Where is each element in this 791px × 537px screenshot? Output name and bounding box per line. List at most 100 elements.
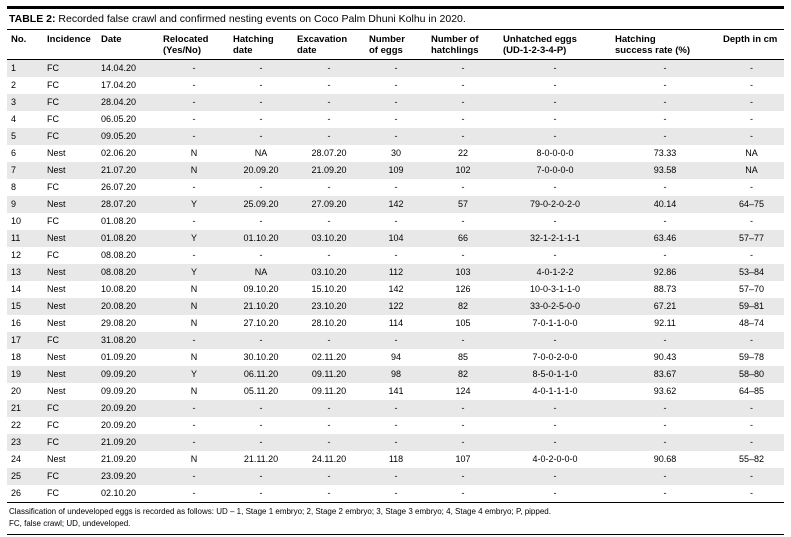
table-cell: - <box>553 437 557 447</box>
table-cell: 55–82 <box>738 454 765 464</box>
table-cell: 82 <box>457 301 468 311</box>
table-cell: 10-0-3-1-1-0 <box>529 284 581 294</box>
column-header: Number of hatchlings <box>427 30 499 60</box>
table-row: 20 Nest 09.09.20 N 05.11.20 09.11.20 141 124 4-0… <box>7 383 784 400</box>
table-cell: - <box>394 471 398 481</box>
table-cell: FC <box>43 485 97 503</box>
table-cell: Y <box>190 267 197 277</box>
table-cell: 40.14 <box>653 199 677 209</box>
table-cell: - <box>553 216 557 226</box>
table-row: 24 Nest 21.09.20 N 21.11.20 24.11.20 118 107 4-0… <box>7 451 784 468</box>
table-cell: - <box>259 80 263 90</box>
table-cell: - <box>293 485 365 503</box>
table-cell: - <box>663 97 667 107</box>
table-row: 18 Nest 01.09.20 N 30.10.20 02.11.20 94 85 7-0-0… <box>7 349 784 366</box>
table-cell: - <box>663 63 667 73</box>
table-cell: FC <box>47 420 59 430</box>
table-cell: - <box>394 182 398 192</box>
table-cell: 23.10.20 <box>311 301 347 311</box>
table-cell: - <box>750 80 753 90</box>
table-cell: 64–85 <box>738 386 765 396</box>
table-cell: 4 <box>11 114 17 124</box>
table-cell: - <box>750 471 753 481</box>
table-cell: - <box>394 80 398 90</box>
table-cell: 88.73 <box>653 284 677 294</box>
footnotes: Classification of undeveloped eggs is re… <box>7 503 784 535</box>
table-cell: - <box>750 131 753 141</box>
table-cell: 32-1-2-1-1-1 <box>529 233 581 243</box>
table-row: 17 FC 31.08.20 - - - - - - - - <box>7 332 784 349</box>
table-cell: - <box>259 182 263 192</box>
header-row: No. Incidence Date Relocated (Yes/No) Hatchi… <box>7 30 784 60</box>
table-cell: 21 <box>11 403 22 413</box>
table-cell: 124 <box>455 386 471 396</box>
table-cell: - <box>663 131 667 141</box>
table-cell: N <box>190 454 198 464</box>
table-cell: Nest <box>47 165 66 175</box>
table-header: No. Incidence Date Relocated (Yes/No) Hatchi… <box>7 30 784 60</box>
table-cell: - <box>327 471 331 481</box>
table-cell: FC <box>47 216 59 226</box>
table-cell: - <box>259 63 263 73</box>
table-cell: 142 <box>388 199 404 209</box>
table-cell: 22 <box>11 420 22 430</box>
table-cell: 7-0-1-1-0-0 <box>532 318 578 328</box>
table-cell: - <box>327 182 331 192</box>
table-row: 23 FC 21.09.20 - - - - - - - - <box>7 434 784 451</box>
table-cell: - <box>553 131 557 141</box>
table-cell: 8-5-0-1-1-0 <box>532 369 578 379</box>
table-cell: 12 <box>11 250 22 260</box>
table-cell: - <box>259 437 263 447</box>
table-cell: 20.09.20 <box>101 403 137 413</box>
table-cell: 57–77 <box>738 233 765 243</box>
table-cell: 90.43 <box>653 352 677 362</box>
table-cell: 28.10.20 <box>311 318 347 328</box>
table-row: 7 Nest 21.07.20 N 20.09.20 21.09.20 109 102 7-0-… <box>7 162 784 179</box>
table-cell: - <box>553 182 557 192</box>
table-cell: 3 <box>11 97 17 107</box>
table-cell: - <box>394 131 398 141</box>
table-row: 22 FC 20.09.20 - - - - - - - - <box>7 417 784 434</box>
table-cell: 15.10.20 <box>311 284 347 294</box>
table-cell: 48–74 <box>738 318 765 328</box>
table-cell: - <box>394 420 398 430</box>
table-cell: 64–75 <box>738 199 765 209</box>
table-cell: 109 <box>388 165 404 175</box>
table-cell: FC <box>47 403 59 413</box>
table-container: TABLE 2: Recorded false crawl and confir… <box>7 6 784 535</box>
table-cell: - <box>394 437 398 447</box>
table-cell: 14.04.20 <box>101 63 137 73</box>
column-header: Depth in cm <box>719 30 784 60</box>
table-cell: 20.09.20 <box>243 165 279 175</box>
table-cell: Y <box>190 233 197 243</box>
table-cell: - <box>461 216 465 226</box>
table-cell: - <box>750 216 753 226</box>
table-cell: - <box>159 485 229 503</box>
table-cell: NA <box>254 148 268 158</box>
table-cell: - <box>750 437 753 447</box>
table-row: 16 Nest 29.08.20 N 27.10.20 28.10.20 114 105 7-0… <box>7 315 784 332</box>
table-cell: 112 <box>388 267 404 277</box>
table-cell: N <box>190 148 198 158</box>
table-cell: - <box>553 97 557 107</box>
table-cell: Nest <box>47 267 66 277</box>
table-cell: 26 <box>7 485 43 503</box>
table-cell: 73.33 <box>653 148 677 158</box>
table-cell: - <box>192 420 196 430</box>
table-cell: - <box>192 335 196 345</box>
table-cell: - <box>663 335 667 345</box>
table-cell: - <box>394 250 398 260</box>
table-cell: - <box>259 250 263 260</box>
table-cell: 8 <box>11 182 17 192</box>
table-cell: 03.10.20 <box>311 233 347 243</box>
table-cell: - <box>259 97 263 107</box>
table-cell: 05.11.20 <box>243 386 279 396</box>
table-cell: - <box>663 250 667 260</box>
table-cell: 20.09.20 <box>101 420 137 430</box>
table-cell: 98 <box>390 369 401 379</box>
table-cell: 28.07.20 <box>311 148 347 158</box>
table-cell: - <box>327 63 331 73</box>
table-cell: Y <box>190 369 197 379</box>
table-cell: N <box>190 284 198 294</box>
table-cell: - <box>553 471 557 481</box>
